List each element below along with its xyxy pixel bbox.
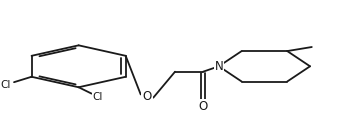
Text: O: O — [142, 90, 152, 103]
Text: Cl: Cl — [0, 80, 11, 90]
Text: Cl: Cl — [93, 92, 103, 102]
Text: N: N — [214, 60, 223, 73]
Text: O: O — [198, 100, 208, 113]
